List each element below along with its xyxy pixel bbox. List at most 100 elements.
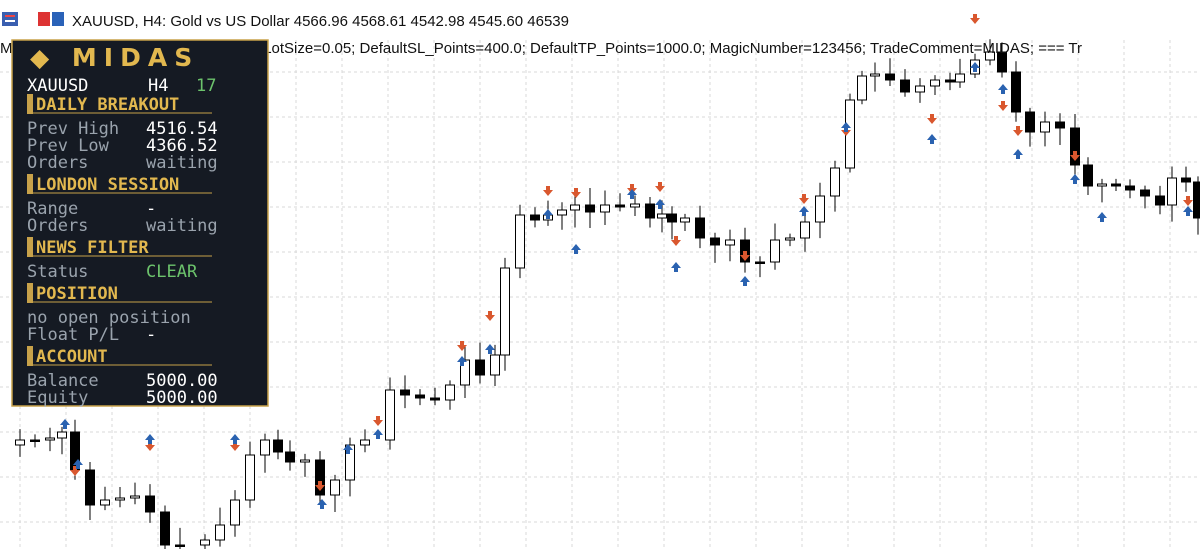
buy-arrow bbox=[671, 262, 681, 272]
candle-body bbox=[160, 511, 170, 546]
section-marker bbox=[27, 94, 33, 114]
candle-body bbox=[130, 495, 140, 499]
candle-body bbox=[915, 85, 925, 93]
candle-body bbox=[300, 459, 310, 463]
candle-body bbox=[600, 204, 610, 213]
candle-body bbox=[585, 204, 595, 213]
sell-arrow bbox=[927, 114, 937, 124]
buy-arrow bbox=[543, 209, 553, 219]
sell-arrow bbox=[1070, 151, 1080, 161]
row-label: Orders bbox=[27, 216, 88, 236]
candle-body bbox=[230, 499, 240, 526]
panel-symbol: XAUUSD bbox=[27, 76, 88, 96]
row-label: Status bbox=[27, 262, 88, 282]
candle-body bbox=[815, 195, 825, 223]
sell-arrow bbox=[315, 481, 325, 491]
candle-body bbox=[1193, 181, 1200, 219]
candle-body bbox=[645, 203, 655, 219]
candle-body bbox=[630, 203, 640, 208]
buy-arrow bbox=[1070, 174, 1080, 184]
candle-body bbox=[245, 454, 255, 501]
row-value: - bbox=[146, 199, 156, 219]
candle-body bbox=[930, 79, 940, 87]
candle-body bbox=[695, 217, 705, 239]
candle-body bbox=[345, 444, 355, 481]
buy-arrow bbox=[317, 499, 327, 509]
buy-arrow bbox=[1013, 149, 1023, 159]
candle-body bbox=[175, 544, 185, 547]
buy-arrow bbox=[927, 134, 937, 144]
row-value: waiting bbox=[146, 153, 218, 173]
candle-body bbox=[415, 394, 425, 399]
panel-title: ◆ MIDAS bbox=[30, 43, 199, 72]
candle-body bbox=[330, 479, 340, 496]
row-value: CLEAR bbox=[146, 262, 198, 282]
row-value: waiting bbox=[146, 216, 218, 236]
candle-body bbox=[1070, 127, 1080, 166]
buy-arrow bbox=[998, 84, 1008, 94]
candle-body bbox=[955, 73, 965, 83]
params-prefix: M bbox=[0, 40, 13, 57]
candle-body bbox=[830, 167, 840, 197]
row-label: Orders bbox=[27, 153, 88, 173]
chart-header: XAUUSD, H4: Gold vs US Dollar 4566.96 45… bbox=[72, 13, 569, 30]
sell-arrow bbox=[970, 14, 980, 24]
sell-arrow bbox=[230, 441, 240, 451]
row-value: 5000.00 bbox=[146, 371, 218, 391]
buy-arrow bbox=[457, 356, 467, 366]
sell-arrow bbox=[671, 236, 681, 246]
buy-arrow bbox=[60, 419, 70, 429]
candle-body bbox=[85, 469, 95, 506]
section-marker bbox=[27, 237, 33, 257]
candle-body bbox=[985, 51, 995, 61]
candle-body bbox=[500, 267, 510, 356]
candle-body bbox=[515, 214, 525, 269]
buy-arrow bbox=[373, 429, 383, 439]
sell-arrow bbox=[145, 441, 155, 451]
section-marker bbox=[27, 346, 33, 366]
row-label: Prev High bbox=[27, 119, 119, 139]
candle-body bbox=[30, 439, 40, 442]
candle-body bbox=[785, 237, 795, 241]
buy-arrow bbox=[799, 206, 809, 216]
panel-background bbox=[11, 39, 269, 407]
section-heading: DAILY BREAKOUT bbox=[36, 95, 179, 115]
section-heading: NEWS FILTER bbox=[36, 238, 149, 258]
buy-arrow bbox=[1183, 206, 1193, 216]
row-label: Prev Low bbox=[27, 136, 110, 156]
sell-arrow bbox=[799, 194, 809, 204]
section-heading: ACCOUNT bbox=[36, 347, 108, 367]
candle-body bbox=[725, 239, 735, 246]
row-value: 4516.54 bbox=[146, 119, 218, 139]
sell-arrow bbox=[70, 466, 80, 476]
signal-arrows bbox=[60, 14, 1193, 509]
sell-arrow bbox=[655, 182, 665, 192]
sell-arrow bbox=[485, 311, 495, 321]
sell-arrow bbox=[373, 416, 383, 426]
sell-arrow bbox=[543, 186, 553, 196]
candle-body bbox=[570, 204, 580, 211]
buy-arrow bbox=[1097, 212, 1107, 222]
sell-arrow bbox=[571, 188, 581, 198]
candle-body bbox=[490, 354, 500, 376]
candle-body bbox=[945, 79, 955, 83]
candle-body bbox=[260, 439, 270, 456]
buy-arrow bbox=[145, 434, 155, 444]
candle-body bbox=[900, 79, 910, 93]
sell-arrow bbox=[1013, 126, 1023, 136]
candle-body bbox=[315, 459, 325, 496]
section-heading: LONDON SESSION bbox=[36, 175, 179, 195]
buy-arrow bbox=[571, 244, 581, 254]
candle-body bbox=[1140, 189, 1150, 197]
row-value: - bbox=[146, 325, 156, 345]
row-label: Float P/L bbox=[27, 325, 119, 345]
sell-arrow bbox=[740, 251, 750, 261]
section-marker bbox=[27, 174, 33, 194]
candle-body bbox=[800, 221, 810, 239]
candle-body bbox=[1167, 177, 1177, 206]
candle-body bbox=[285, 451, 295, 463]
candle-body bbox=[430, 397, 440, 401]
sell-arrow bbox=[998, 101, 1008, 111]
candle-body bbox=[710, 237, 720, 246]
